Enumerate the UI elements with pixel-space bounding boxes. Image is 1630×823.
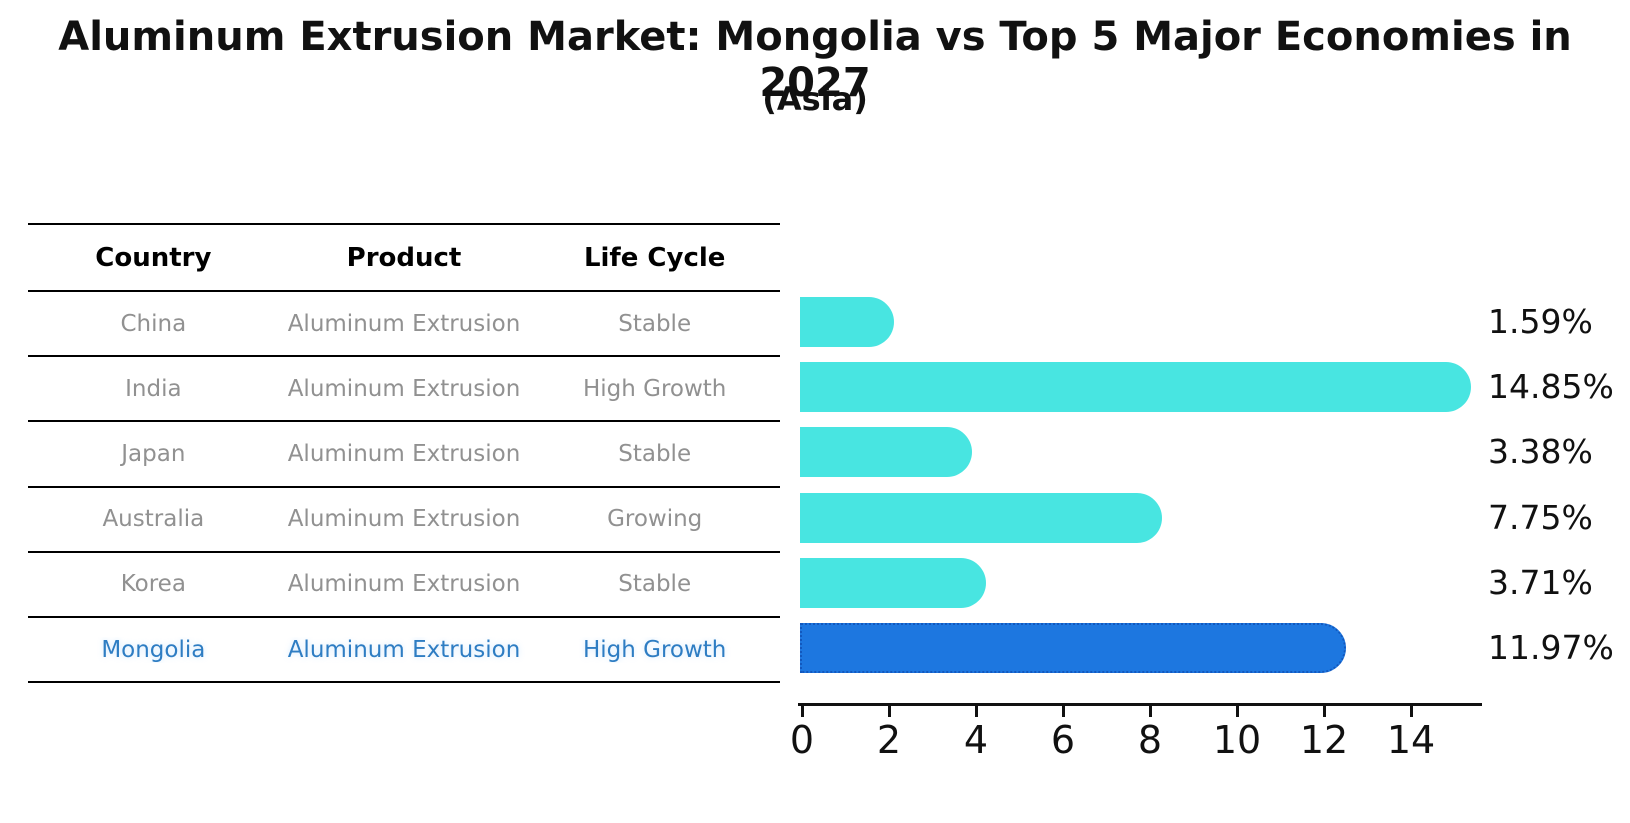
cell-country: China — [120, 310, 187, 337]
chart-title: Aluminum Extrusion Market: Mongolia vs T… — [58, 14, 1572, 106]
bar-value-label: 11.97% — [1488, 628, 1614, 667]
table-row-china: China Aluminum Extrusion Stable — [28, 292, 780, 358]
x-axis-tick — [975, 703, 978, 717]
table-body: China Aluminum Extrusion Stable India Al… — [28, 292, 780, 684]
cell-country: Mongolia — [101, 636, 206, 663]
cell-country: Korea — [120, 571, 186, 598]
chart-subtitle: (Asia) — [762, 80, 868, 118]
cell-product: Aluminum Extrusion — [287, 375, 521, 402]
bar-value-label: 3.38% — [1488, 432, 1593, 472]
x-axis-tick — [801, 703, 804, 717]
x-axis-tick-label: 4 — [963, 718, 989, 762]
cell-product: Aluminum Extrusion — [287, 636, 521, 663]
bar-value-label: 14.85% — [1488, 367, 1614, 407]
column-header-product: Product — [346, 242, 462, 273]
cell-product: Aluminum Extrusion — [287, 310, 521, 337]
x-axis-tick — [1323, 703, 1326, 717]
x-axis-tick-label: 8 — [1137, 718, 1163, 762]
x-axis-tick-label: 10 — [1212, 718, 1262, 762]
x-axis-tick — [1149, 703, 1152, 717]
cell-life-cycle: High Growth — [582, 375, 727, 402]
table-row-mongolia: Mongolia Aluminum Extrusion High Growth — [28, 618, 780, 684]
bar-korea — [800, 557, 987, 608]
x-axis-tick — [1062, 703, 1065, 717]
table-row-australia: Australia Aluminum Extrusion Growing — [28, 488, 780, 553]
x-axis-tick — [1410, 703, 1413, 717]
table-row-india: India Aluminum Extrusion High Growth — [28, 357, 780, 423]
cell-country: India — [125, 375, 182, 402]
table-row-korea: Korea Aluminum Extrusion Stable — [28, 553, 780, 618]
cell-life-cycle: Stable — [618, 571, 692, 598]
x-axis-tick — [888, 703, 891, 717]
x-axis-tick-label: 6 — [1050, 718, 1076, 762]
cell-life-cycle: High Growth — [582, 636, 727, 663]
cell-life-cycle: Stable — [618, 310, 692, 337]
country-table: Country Product Life Cycle China Aluminu… — [28, 223, 780, 684]
cell-life-cycle: Stable — [618, 440, 692, 467]
cell-product: Aluminum Extrusion — [287, 506, 521, 533]
bar-china — [800, 297, 895, 347]
cell-country: Japan — [121, 440, 186, 467]
x-axis-tick-label: 12 — [1299, 718, 1349, 762]
x-axis-tick-label: 14 — [1386, 718, 1436, 762]
x-axis-line — [798, 703, 1482, 706]
table-row-japan: Japan Aluminum Extrusion Stable — [28, 422, 780, 488]
cell-product: Aluminum Extrusion — [287, 571, 521, 598]
column-header-life-cycle: Life Cycle — [583, 242, 726, 273]
cell-life-cycle: Growing — [607, 506, 703, 533]
bar-australia — [800, 492, 1163, 543]
x-axis-tick — [1236, 703, 1239, 717]
bar-japan — [800, 427, 973, 478]
x-axis-tick-label: 2 — [876, 718, 902, 762]
x-axis-tick-label: 0 — [789, 718, 815, 762]
bar-value-label: 7.75% — [1488, 497, 1593, 537]
bar-value-label: 3.71% — [1488, 562, 1593, 602]
table-header-row: Country Product Life Cycle — [28, 225, 780, 292]
column-header-country: Country — [95, 242, 212, 273]
cell-product: Aluminum Extrusion — [287, 440, 521, 467]
bar-india — [800, 362, 1471, 413]
cell-country: Australia — [102, 506, 205, 533]
bar-mongolia — [800, 623, 1346, 673]
bar-value-label: 1.59% — [1488, 302, 1593, 341]
